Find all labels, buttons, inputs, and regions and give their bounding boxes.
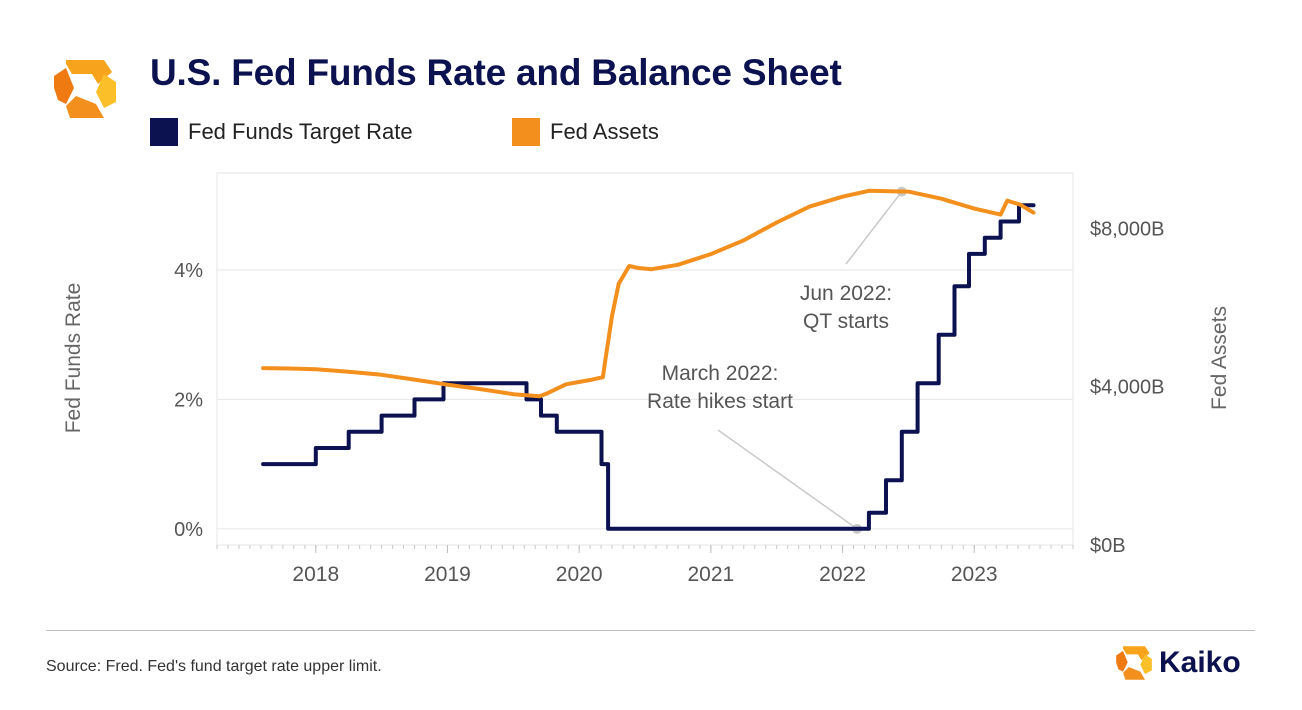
x-tick-label: 2020	[556, 563, 603, 586]
kaiko-logo-icon	[52, 58, 118, 120]
brand-logo: Kaiko	[1115, 645, 1241, 681]
series-line-fed-funds-rate	[261, 203, 1036, 531]
legend-item-rate: Fed Funds Target Rate	[150, 118, 413, 146]
annotation-text: March 2022:	[662, 362, 779, 385]
source-note: Source: Fred. Fed's fund target rate upp…	[46, 658, 382, 675]
x-tick-label: 2022	[819, 563, 866, 586]
y-tick-label-left: 4%	[174, 260, 203, 282]
legend-item-assets: Fed Assets	[512, 118, 659, 146]
y-axis-title-right: Fed Assets	[1208, 306, 1231, 410]
legend-swatch-orange	[512, 118, 540, 146]
x-tick-label: 2018	[292, 563, 339, 586]
annotation-text: QT starts	[803, 310, 889, 333]
y-tick-label-left: 2%	[174, 389, 203, 411]
kaiko-small-logo-icon	[1116, 646, 1152, 680]
brand-name: Kaiko	[1159, 646, 1241, 679]
legend-label: Fed Funds Target Rate	[188, 119, 413, 144]
legend-label: Fed Assets	[550, 119, 659, 144]
y-tick-label-right: $4,000B	[1090, 377, 1165, 399]
page-title: U.S. Fed Funds Rate and Balance Sheet	[150, 52, 842, 93]
y-tick-label-left: 0%	[174, 519, 203, 541]
series-line-fed-assets	[261, 188, 1036, 399]
y-axis-title-left: Fed Funds Rate	[62, 283, 85, 434]
legend-swatch-navy	[150, 118, 178, 146]
plot-frame	[216, 172, 1074, 546]
annotation-leader	[845, 191, 903, 265]
chart-canvas: 0% 2% 4% $0B $4,000B $8,000B 2018 2019 2020 2021 2…	[62, 172, 1231, 586]
y-tick-label-right: $0B	[1090, 535, 1126, 557]
annotation-leader	[717, 429, 858, 530]
footer-divider	[46, 630, 1255, 631]
x-tick-label: 2021	[687, 563, 734, 586]
annotation-text: Rate hikes start	[647, 390, 793, 413]
y-tick-label-right: $8,000B	[1090, 218, 1165, 240]
x-tick-label: 2023	[951, 563, 998, 586]
x-tick-label: 2019	[424, 563, 471, 586]
annotation-text: Jun 2022:	[800, 282, 892, 305]
